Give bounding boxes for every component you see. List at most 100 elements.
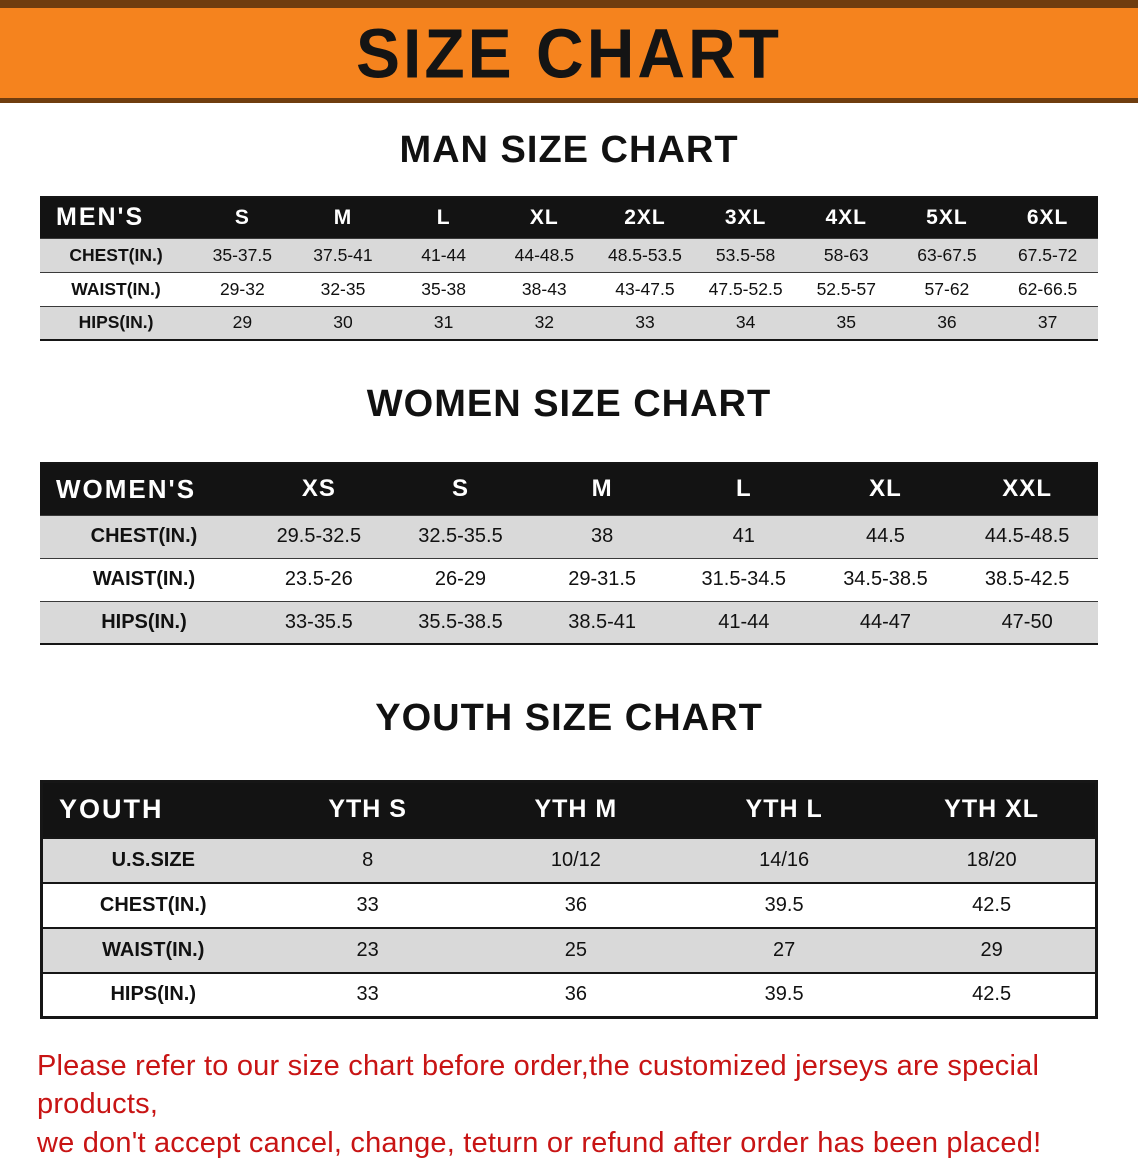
size-column-header: 2XL [594, 197, 696, 238]
size-charts-container: MAN SIZE CHART MEN'S S M L XL 2XL 3XL 4XL 5XL 6XL C… [0, 129, 1138, 1019]
size-value-cell: 33 [356, 893, 379, 916]
size-value-cell: 29 [232, 312, 253, 333]
size-value-cell: 34.5-38.5 [843, 568, 928, 590]
size-value-cell: 35-38 [421, 278, 467, 299]
measurement-row: U.S.SIZE 8 10/12 14/16 18/20 [41, 837, 1097, 883]
size-value-cell: 52.5-57 [816, 278, 876, 299]
size-value-cell: 48.5-53.5 [607, 244, 682, 265]
measurement-row: CHEST(IN.) 29.5-32.5 32.5-35.5 38 41 44.5 44.5… [40, 515, 1098, 558]
size-value-cell: 38-43 [521, 278, 567, 299]
men-size-table: MEN'S S M L XL 2XL 3XL 4XL 5XL 6XL CHEST(IN.) 35-37… [40, 196, 1098, 341]
size-value-cell: 32.5-35.5 [418, 525, 503, 547]
row-label: U.S.SIZE [111, 848, 195, 871]
row-label: CHEST(IN.) [90, 525, 198, 547]
size-value-cell: 39.5 [764, 893, 804, 916]
size-value-cell: 38.5-42.5 [984, 568, 1070, 590]
size-value-cell: 30 [333, 312, 353, 333]
size-value-cell: 36 [564, 893, 587, 916]
size-value-cell: 38 [591, 525, 614, 547]
page-title: SIZE CHART [356, 13, 782, 93]
size-value-cell: 44.5 [865, 525, 905, 547]
size-value-cell: 42.5 [972, 983, 1012, 1006]
size-column-header: 5XL [896, 197, 998, 238]
women-size-section: WOMEN SIZE CHART WOMEN'S XS S M L XL XXL CHEST(I… [0, 383, 1138, 645]
measurement-row: CHEST(IN.) 35-37.5 37.5-41 41-44 44-48.5 48.5… [40, 238, 1098, 272]
size-header-row: MEN'S S M L XL 2XL 3XL 4XL 5XL 6XL [40, 197, 1098, 238]
youth-size-table: YOUTH YTH S YTH M YTH L YTH XL U.S.SIZE 8 10/12… [40, 780, 1098, 1019]
size-value-cell: 29 [980, 938, 1003, 961]
size-value-cell: 31 [433, 312, 454, 333]
size-column-header: 6XL [997, 197, 1098, 238]
size-value-cell: 58-63 [823, 244, 869, 265]
size-value-cell: 47.5-52.5 [708, 278, 783, 299]
size-value-cell: 41-44 [421, 244, 467, 265]
measurement-row: HIPS(IN.) 33 36 39.5 42.5 [41, 972, 1097, 1018]
size-value-cell: 29-31.5 [568, 568, 637, 590]
disclaimer-text: Please refer to our size chart before or… [37, 1047, 1101, 1162]
size-column-header: XL [493, 197, 595, 238]
size-column-header: YTH M [471, 781, 680, 838]
size-value-cell: 38.5-41 [568, 610, 637, 633]
size-value-cell: 23.5-26 [284, 568, 353, 590]
size-value-cell: 36 [937, 312, 957, 333]
size-header-row: WOMEN'S XS S M L XL XXL [40, 463, 1098, 515]
men-table-title: MEN'S [40, 197, 192, 238]
size-value-cell: 67.5-72 [1017, 244, 1078, 265]
size-value-cell: 43-47.5 [615, 278, 675, 299]
size-column-header: M [531, 463, 673, 515]
women-size-table: WOMEN'S XS S M L XL XXL CHEST(IN.) 29.5-32.5 32.5… [40, 462, 1098, 645]
size-value-cell: 33 [356, 983, 379, 1006]
disclaimer-line-2: we don't accept cancel, change, teturn o… [37, 1126, 1042, 1159]
size-value-cell: 34 [735, 312, 756, 333]
size-value-cell: 41-44 [718, 610, 770, 633]
size-value-cell: 14/16 [759, 848, 810, 871]
row-label: WAIST(IN.) [71, 278, 161, 299]
size-value-cell: 53.5-58 [715, 244, 776, 265]
banner: SIZE CHART [0, 0, 1138, 103]
size-value-cell: 10/12 [550, 848, 601, 871]
measurement-row: CHEST(IN.) 33 36 39.5 42.5 [41, 882, 1097, 928]
size-column-header: XXL [956, 463, 1098, 515]
row-label: CHEST(IN.) [99, 893, 207, 916]
size-column-header: 4XL [795, 197, 897, 238]
measurement-row: HIPS(IN.) 33-35.5 35.5-38.5 38.5-41 41-44 44-… [40, 601, 1098, 644]
size-value-cell: 44-48.5 [514, 244, 574, 265]
men-size-section: MAN SIZE CHART MEN'S S M L XL 2XL 3XL 4XL 5XL 6XL C… [0, 129, 1138, 341]
size-value-cell: 41 [732, 525, 755, 547]
size-header-row: YOUTH YTH S YTH M YTH L YTH XL [41, 781, 1097, 838]
size-value-cell: 63-67.5 [917, 244, 977, 265]
size-value-cell: 29-32 [219, 278, 265, 299]
size-value-cell: 37 [1037, 312, 1058, 333]
youth-size-section: YOUTH SIZE CHART YOUTH YTH S YTH M YTH L YTH … [0, 697, 1138, 1019]
row-label: HIPS(IN.) [101, 610, 187, 633]
youth-section-heading: YOUTH SIZE CHART [375, 697, 763, 739]
size-value-cell: 39.5 [764, 983, 804, 1006]
size-column-header: 3XL [695, 197, 796, 238]
size-column-header: L [672, 463, 815, 515]
size-value-cell: 26-29 [434, 568, 487, 590]
row-label: CHEST(IN.) [69, 244, 163, 265]
size-column-header: S [389, 463, 532, 515]
size-value-cell: 37.5-41 [313, 244, 373, 265]
size-value-cell: 44-47 [859, 610, 912, 633]
size-value-cell: 32-35 [320, 278, 366, 299]
size-column-header: YTH S [263, 781, 472, 838]
size-value-cell: 57-62 [924, 278, 970, 299]
size-value-cell: 62-66.5 [1017, 278, 1078, 299]
disclaimer-line-1: Please refer to our size chart before or… [37, 1050, 1040, 1121]
size-value-cell: 33 [635, 312, 655, 333]
row-label: WAIST(IN.) [92, 568, 196, 590]
size-value-cell: 36 [564, 983, 587, 1006]
size-value-cell: 32 [534, 312, 555, 333]
size-value-cell: 18/20 [966, 848, 1017, 871]
size-value-cell: 47-50 [1001, 610, 1053, 633]
women-table-title: WOMEN'S [40, 463, 248, 515]
measurement-row: WAIST(IN.) 23 25 27 29 [41, 927, 1097, 973]
women-section-heading: WOMEN SIZE CHART [366, 383, 772, 425]
size-value-cell: 27 [773, 938, 796, 961]
size-column-header: XS [248, 463, 390, 515]
size-value-cell: 8 [362, 848, 374, 871]
size-value-cell: 35-37.5 [212, 244, 272, 265]
size-value-cell: 44.5-48.5 [984, 525, 1070, 547]
